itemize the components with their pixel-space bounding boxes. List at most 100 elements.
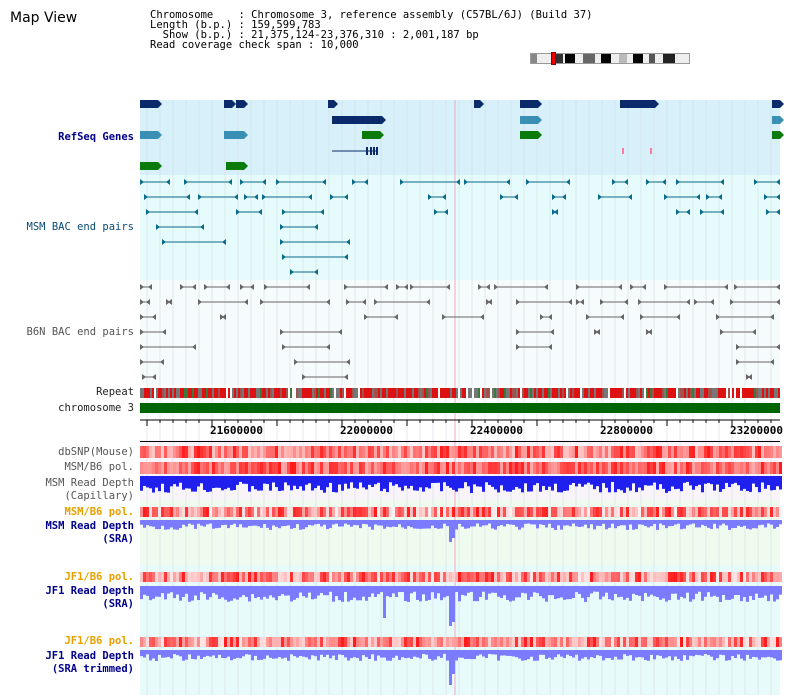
polymorphism-cell xyxy=(563,637,566,647)
repeat-element xyxy=(602,388,604,398)
polymorphism-cell xyxy=(152,637,155,647)
polymorphism-cell xyxy=(371,462,374,474)
read-depth-bar xyxy=(509,520,512,525)
repeat-element xyxy=(650,388,652,398)
read-depth-bar xyxy=(347,650,350,661)
track-label-refseq[interactable]: RefSeq Genes xyxy=(58,131,134,143)
polymorphism-cell xyxy=(356,446,359,458)
repeat-element xyxy=(242,388,244,398)
refseq-gene xyxy=(772,116,780,124)
polymorphism-cell xyxy=(302,446,305,458)
track-label-jf1-pol-2[interactable]: JF1/B6 pol. xyxy=(64,635,134,647)
read-depth-bar xyxy=(221,586,224,598)
polymorphism-cell xyxy=(236,507,239,517)
length-line: Length (b.p.) : 159,599,783 xyxy=(150,19,321,31)
polymorphism-cell xyxy=(506,507,509,517)
track-label-jf1-pol[interactable]: JF1/B6 pol. xyxy=(64,571,134,583)
polymorphism-cell xyxy=(371,507,374,517)
read-depth-bar xyxy=(533,586,536,593)
track-label-msm-b6-pol-2[interactable]: MSM/B6 pol. xyxy=(64,506,134,518)
read-depth-bar xyxy=(326,520,329,530)
repeat-element xyxy=(608,388,610,398)
track-label-chromosome[interactable]: chromosome 3 xyxy=(58,402,134,414)
repeat-element xyxy=(150,388,152,398)
track-label-repeat[interactable]: Repeat xyxy=(96,386,134,398)
polymorphism-cell xyxy=(776,572,779,582)
polymorphism-cell xyxy=(518,507,521,517)
track-label-b6n-bac[interactable]: B6N BAC end pairs xyxy=(26,326,134,338)
track-label-msm-depth-sra[interactable]: MSM Read Depth xyxy=(45,520,134,532)
read-depth-bar xyxy=(143,520,146,528)
polymorphism-cell xyxy=(254,572,257,582)
polymorphism-cell xyxy=(659,637,662,647)
chromosome-ideogram[interactable] xyxy=(530,52,690,65)
read-depth-bar xyxy=(434,650,437,660)
repeat-element xyxy=(142,388,144,398)
read-depth-bar xyxy=(482,520,485,526)
track-label-jf1-trim[interactable]: JF1 Read Depth xyxy=(45,650,134,662)
polymorphism-cell xyxy=(398,507,401,517)
polymorphism-cell xyxy=(371,572,374,582)
repeat-element xyxy=(464,388,466,398)
polymorphism-cell xyxy=(185,637,188,647)
read-depth-bar xyxy=(545,520,548,528)
polymorphism-cell xyxy=(710,462,713,474)
repeat-element xyxy=(514,388,516,398)
polymorphism-cell xyxy=(359,572,362,582)
polymorphism-cell xyxy=(440,446,443,458)
polymorphism-cell xyxy=(227,507,230,517)
track-label-msm-depth-capillary[interactable]: MSM Read Depth xyxy=(45,477,134,489)
polymorphism-cell xyxy=(188,446,191,458)
read-depth-bar xyxy=(536,586,539,594)
repeat-element xyxy=(718,388,720,398)
polymorphism-cell xyxy=(665,507,668,517)
polymorphism-cell xyxy=(752,462,755,474)
polymorphism-cell xyxy=(770,462,773,474)
track-label-dbsnp[interactable]: dbSNP(Mouse) xyxy=(58,446,134,458)
read-depth-bar xyxy=(458,520,461,524)
repeat-element xyxy=(416,388,418,398)
read-depth-bar xyxy=(413,476,416,491)
read-depth-bar xyxy=(428,586,431,600)
track-label-jf1-depth-sra[interactable]: JF1 Read Depth xyxy=(45,585,134,597)
polymorphism-cell xyxy=(161,637,164,647)
polymorphism-cell xyxy=(176,462,179,474)
read-depth-bar xyxy=(464,650,467,659)
track-label-msm-b6-pol[interactable]: MSM/B6 pol. xyxy=(64,461,134,473)
read-depth-bar xyxy=(206,520,209,525)
read-depth-bar xyxy=(542,586,545,599)
read-depth-bar xyxy=(245,586,248,597)
read-depth-bar xyxy=(182,476,185,490)
polymorphism-cell xyxy=(773,637,776,647)
read-depth-bar xyxy=(386,520,389,527)
read-depth-bar xyxy=(767,476,770,486)
repeat-element xyxy=(636,388,638,398)
polymorphism-cell xyxy=(467,572,470,582)
repeat-element xyxy=(638,388,640,398)
axis-tick-label: 23200000 xyxy=(730,424,783,437)
polymorphism-cell xyxy=(470,507,473,517)
read-depth-bar xyxy=(407,650,410,658)
read-depth-bar xyxy=(167,650,170,657)
polymorphism-cell xyxy=(353,446,356,458)
read-depth-bar xyxy=(746,520,749,529)
repeat-element xyxy=(414,388,416,398)
repeat-element xyxy=(308,388,310,398)
ideogram-band xyxy=(565,54,575,63)
read-depth-bar xyxy=(593,520,596,530)
polymorphism-cell xyxy=(428,462,431,474)
read-depth-bar xyxy=(719,586,722,602)
b6n-bac-pair-end xyxy=(676,314,680,320)
b6n-bac-pair-end xyxy=(494,284,498,290)
polymorphism-cell xyxy=(770,507,773,517)
repeat-element xyxy=(218,388,220,398)
read-depth-bar xyxy=(353,586,356,598)
read-depth-bar xyxy=(248,476,251,492)
track-label-msm-bac[interactable]: MSM BAC end pairs xyxy=(26,221,134,233)
polymorphism-cell xyxy=(572,446,575,458)
repeat-element xyxy=(512,388,514,398)
polymorphism-cell xyxy=(392,446,395,458)
read-depth-bar xyxy=(629,476,632,491)
msm-bac-pair-end xyxy=(184,179,188,185)
